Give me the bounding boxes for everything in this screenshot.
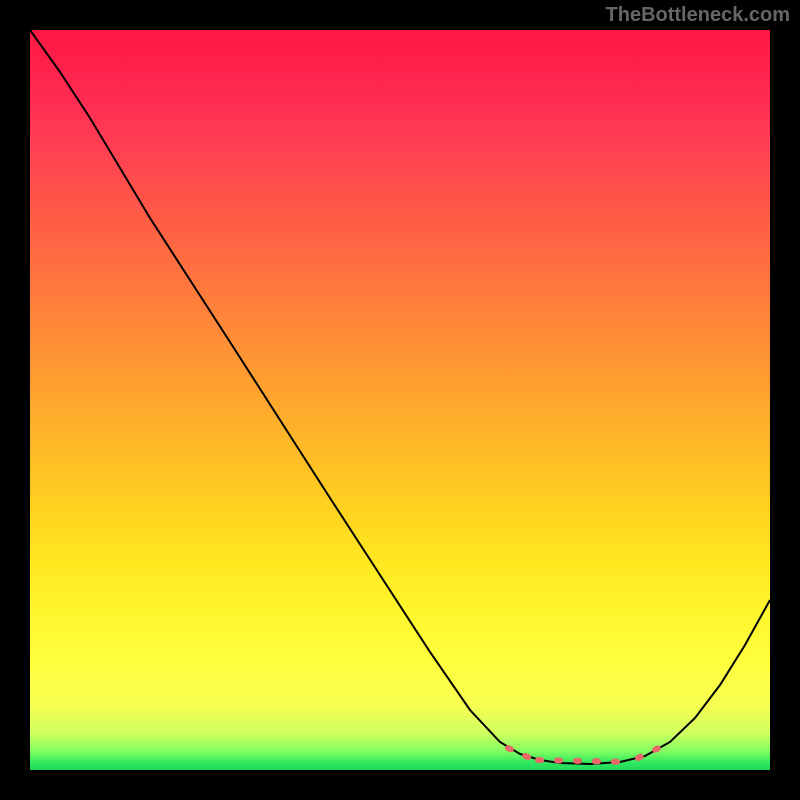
watermark-text: TheBottleneck.com: [606, 4, 790, 27]
plot-area: [30, 30, 770, 770]
curve-overlay: [30, 30, 770, 770]
valley-dots: [508, 745, 665, 762]
bottleneck-curve: [30, 30, 770, 764]
